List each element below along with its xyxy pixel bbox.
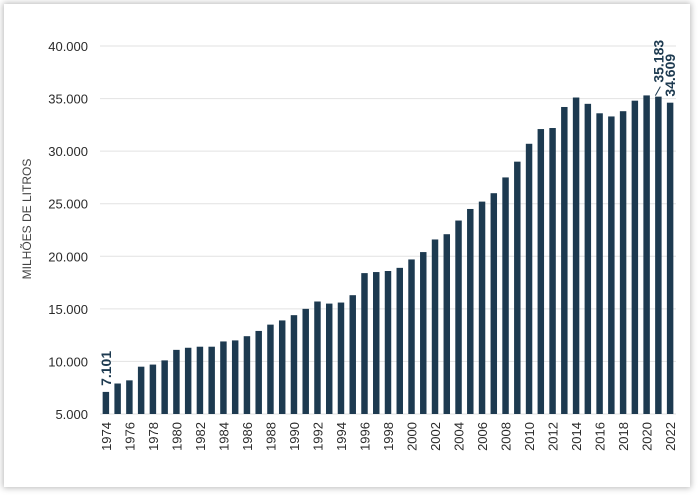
bar-2012 <box>549 128 556 415</box>
x-tick-label: 2002 <box>428 422 443 451</box>
x-tick-label: 1990 <box>287 422 302 451</box>
bar-1980 <box>173 349 180 414</box>
bar-1974 <box>102 391 110 414</box>
bar-2006 <box>478 201 486 414</box>
bar-1975 <box>114 383 121 414</box>
y-tick-label: 5.000 <box>55 407 88 422</box>
y-axis-label: MILHÕES DE LITROS <box>19 159 34 280</box>
bar-1988 <box>267 324 274 414</box>
data-label-2022: 34.609 <box>662 54 678 97</box>
x-tick-label: 1992 <box>310 422 325 451</box>
bar-1998 <box>384 271 392 414</box>
bar-2005 <box>467 208 474 414</box>
bar-1996 <box>361 273 368 414</box>
bar-1977 <box>137 366 145 414</box>
bar-2007 <box>490 193 498 414</box>
x-axis-ticks: 1974 1976 1978 1980 1982 1984 1986 1988 1990 1992… <box>99 422 678 451</box>
x-tick-label: 2000 <box>405 422 420 451</box>
y-tick-label: 25.000 <box>48 197 88 212</box>
bar-2011 <box>537 129 545 414</box>
x-tick-label: 1998 <box>381 422 396 451</box>
bar-2000 <box>408 259 415 414</box>
bar-1987 <box>255 330 262 414</box>
bar-1983 <box>208 346 215 414</box>
y-tick-label: 30.000 <box>48 144 88 159</box>
bar-1994 <box>337 302 345 414</box>
bar-1985 <box>231 340 239 414</box>
bar-1991 <box>302 308 309 414</box>
bar-1976 <box>126 380 133 414</box>
x-tick-label: 2012 <box>546 422 561 451</box>
y-tick-label: 10.000 <box>48 354 88 369</box>
data-label-1974: 7.101 <box>98 351 114 386</box>
x-tick-label: 1980 <box>169 422 184 451</box>
y-axis-ticks: 5.000 10.000 15.000 20.000 25.000 30.000 35.00… <box>48 39 88 422</box>
bar-2001 <box>420 252 427 414</box>
bar-2016 <box>596 113 603 414</box>
x-tick-label: 2004 <box>452 422 467 451</box>
bar-1997 <box>373 272 380 414</box>
bar-1995 <box>349 295 356 414</box>
x-tick-label: 1984 <box>216 422 231 451</box>
x-tick-label: 2020 <box>640 422 655 451</box>
x-tick-label: 2022 <box>663 422 678 451</box>
bar-2019 <box>631 100 639 414</box>
y-tick-label: 35.000 <box>48 92 88 107</box>
bar-1978 <box>149 364 157 414</box>
data-label-2021: 35.183 <box>650 40 666 83</box>
bar-2014 <box>572 97 580 415</box>
bar-2002 <box>431 239 439 414</box>
x-tick-label: 2018 <box>616 422 631 451</box>
x-tick-label: 2016 <box>593 422 608 451</box>
x-tick-label: 1982 <box>193 422 208 451</box>
bars <box>102 95 674 415</box>
bar-1990 <box>290 315 298 414</box>
bar-2020 <box>643 95 650 414</box>
data-label-leader <box>654 86 661 96</box>
bar-1984 <box>220 341 227 414</box>
bar-2013 <box>561 106 568 415</box>
x-tick-label: 1978 <box>146 422 161 451</box>
x-tick-label: 1976 <box>122 422 137 451</box>
bar-1986 <box>243 336 251 414</box>
x-tick-label: 1996 <box>357 422 372 451</box>
bar-2009 <box>514 161 521 414</box>
y-tick-label: 40.000 <box>48 39 88 54</box>
x-tick-label: 2006 <box>475 422 490 451</box>
bar-1982 <box>196 346 204 414</box>
x-tick-label: 1986 <box>240 422 255 451</box>
x-tick-label: 1988 <box>263 422 278 451</box>
bar-chart: 5.000 10.000 15.000 20.000 25.000 30.000 35.00… <box>19 39 678 451</box>
bar-1989 <box>278 320 286 414</box>
x-tick-label: 2010 <box>522 422 537 451</box>
x-tick-label: 1974 <box>99 422 114 451</box>
bar-1979 <box>161 360 168 414</box>
bar-1981 <box>184 347 192 414</box>
bar-2017 <box>608 116 615 415</box>
bar-2004 <box>455 220 462 414</box>
bar-2022 <box>666 102 674 414</box>
bar-2010 <box>525 143 533 415</box>
y-tick-label: 15.000 <box>48 302 88 317</box>
bar-1999 <box>396 267 403 414</box>
bar-2003 <box>443 234 451 414</box>
bar-2021 <box>655 96 662 415</box>
y-tick-label: 20.000 <box>48 249 88 264</box>
x-tick-label: 2008 <box>499 422 514 451</box>
bar-1993 <box>325 303 333 414</box>
bar-2015 <box>584 103 592 414</box>
chart-frame: 5.000 10.000 15.000 20.000 25.000 30.000 35.00… <box>4 4 690 487</box>
x-tick-label: 2014 <box>569 422 584 451</box>
bar-2018 <box>619 111 627 414</box>
x-tick-label: 1994 <box>334 422 349 451</box>
bar-2008 <box>502 177 509 414</box>
bar-1992 <box>314 301 321 414</box>
